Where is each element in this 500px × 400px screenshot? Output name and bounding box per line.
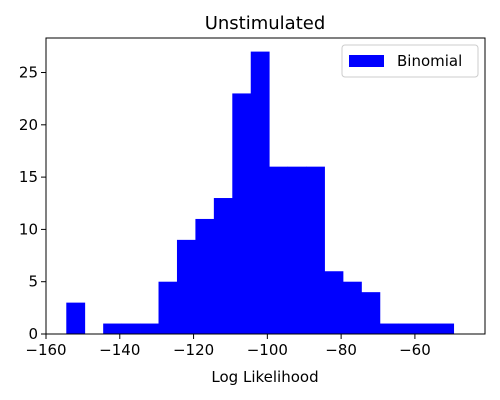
histogram-bar: [379, 323, 399, 334]
histogram-bar: [140, 323, 159, 334]
histogram-bar: [398, 323, 418, 334]
legend-label-binomial: Binomial: [397, 52, 462, 70]
y-tick-label: 20: [19, 116, 38, 134]
plot-frame: [45, 37, 486, 335]
histogram-bar: [250, 51, 270, 335]
histogram-bar: [195, 218, 215, 334]
histogram-bar: [324, 271, 344, 334]
y-tick-label: 10: [19, 220, 38, 238]
x-axis: −160 −140 −120 −100 −80 −60: [25, 334, 431, 359]
histogram-bar: [176, 239, 196, 334]
histogram-bar: [361, 292, 381, 334]
histogram-bar: [213, 198, 233, 334]
chart-title: Unstimulated: [205, 13, 326, 34]
y-tick-label: 0: [28, 325, 38, 343]
histogram-bar: [342, 281, 362, 334]
x-tick-label: −120: [173, 341, 214, 359]
y-tick-label: 5: [28, 273, 38, 291]
x-tick-label: −100: [247, 341, 288, 359]
histogram-bar: [121, 323, 141, 334]
histogram-bar: [158, 281, 178, 334]
x-tick-label: −160: [25, 341, 66, 359]
legend-swatch-binomial: [349, 55, 384, 67]
bars-group: [66, 51, 455, 335]
histogram-bar: [306, 166, 325, 334]
y-tick-label: 25: [19, 64, 38, 82]
x-axis-label: Log Likelihood: [211, 368, 318, 386]
y-tick-label: 15: [19, 168, 38, 186]
legend-box: [341, 44, 479, 78]
histogram-bar: [232, 93, 252, 334]
x-tick-label: −80: [325, 341, 357, 359]
histogram-bar: [287, 166, 307, 334]
x-tick-label: −60: [399, 341, 431, 359]
histogram-bar: [103, 323, 123, 334]
histogram-bar: [269, 166, 289, 334]
y-axis: 0 5 10 15 20 25: [19, 64, 46, 343]
x-tick-label: −140: [99, 341, 140, 359]
legend: Binomial: [341, 44, 479, 78]
histogram-bar: [435, 323, 455, 334]
histogram-bar: [416, 323, 436, 334]
histogram-bar: [66, 302, 86, 334]
